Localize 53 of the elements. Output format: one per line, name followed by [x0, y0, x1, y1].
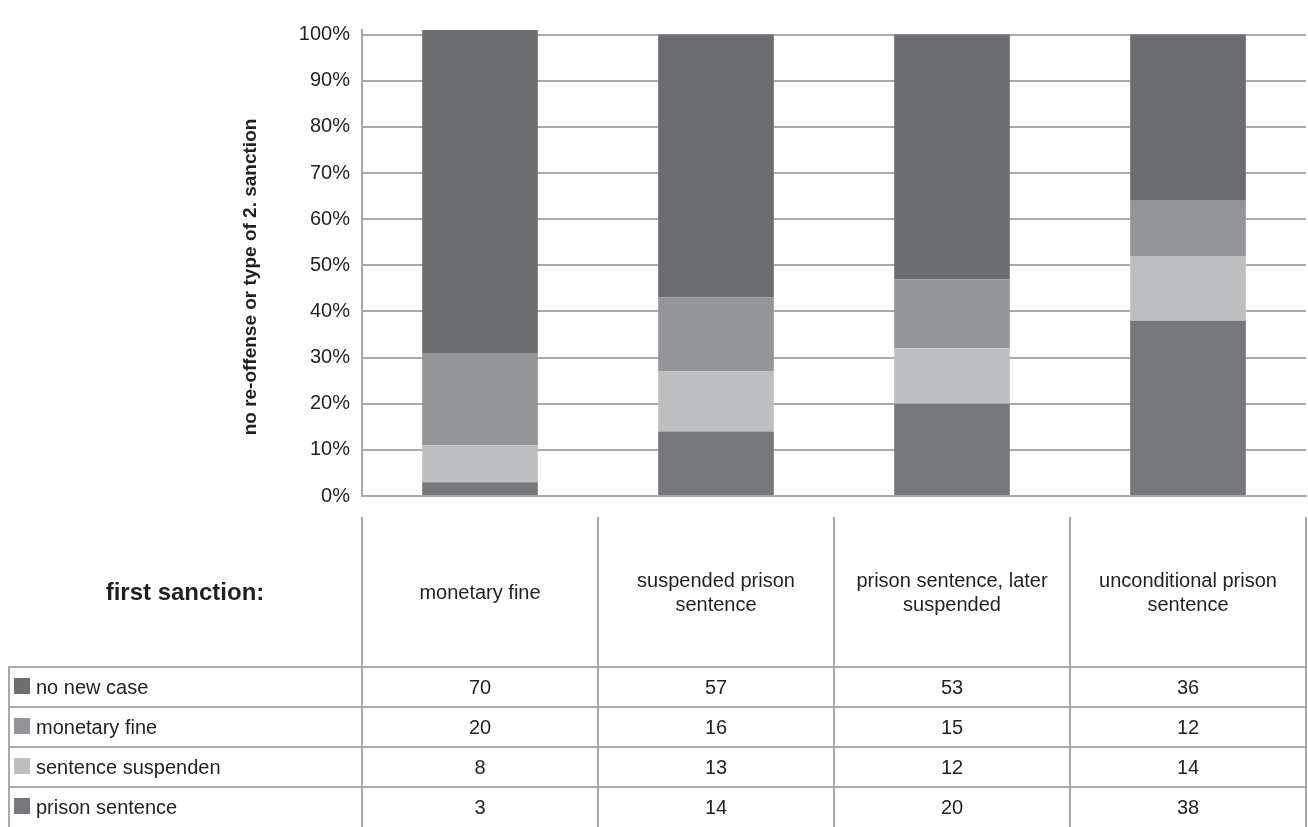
- bar: [422, 352, 538, 446]
- data-label: 14: [703, 795, 729, 820]
- y-tick-label: 100%: [298, 22, 351, 45]
- bar: [894, 403, 1010, 495]
- data-label: 8: [473, 755, 487, 780]
- data-label: 12: [1175, 715, 1201, 740]
- y-tick-label: 50%: [309, 252, 351, 275]
- y-tick-label: 20%: [309, 391, 351, 414]
- bar: [422, 482, 538, 495]
- data-label: 70: [467, 675, 493, 700]
- legend-label: monetary fine: [35, 715, 158, 739]
- bar: [1130, 256, 1246, 321]
- bar: [658, 34, 774, 298]
- bar: [894, 34, 1010, 280]
- y-axis-title: no re-offense or type of 2. sanction: [239, 118, 261, 436]
- bar: [658, 371, 774, 432]
- data-label: 14: [1175, 755, 1201, 780]
- data-label: 13: [703, 755, 729, 780]
- bar: [422, 445, 538, 483]
- bar: [1130, 34, 1246, 201]
- legend-label: prison sentence: [35, 795, 178, 819]
- data-label: 12: [939, 755, 965, 780]
- x-tick-label: monetary fine: [418, 580, 542, 605]
- data-label: 38: [1175, 795, 1201, 820]
- y-tick-label: 90%: [309, 68, 351, 91]
- bar: [422, 30, 538, 353]
- data-label: 3: [473, 795, 487, 820]
- y-tick-label: 30%: [309, 345, 351, 368]
- data-label: 20: [467, 715, 493, 740]
- y-tick-label: 70%: [309, 160, 351, 183]
- bar: [658, 431, 774, 495]
- bar: [658, 297, 774, 372]
- x-axis-title: first sanction:: [104, 576, 266, 607]
- data-label: 36: [1175, 675, 1201, 700]
- y-tick-label: 10%: [309, 437, 351, 460]
- bar: [894, 279, 1010, 349]
- bar: [894, 348, 1010, 404]
- data-label: 57: [703, 675, 729, 700]
- legend-label: sentence suspenden: [35, 755, 221, 779]
- y-tick-label: 0%: [321, 483, 351, 506]
- x-tick-label: prison sentence, later suspended: [855, 568, 1049, 617]
- x-tick-label: suspended prison sentence: [636, 568, 796, 617]
- data-label: 16: [703, 715, 729, 740]
- y-tick-label: 80%: [309, 114, 351, 137]
- y-tick-label: 40%: [309, 298, 351, 321]
- data-label: 20: [939, 795, 965, 820]
- data-label: 15: [939, 715, 965, 740]
- x-tick-label: unconditional prison sentence: [1098, 568, 1278, 617]
- bar: [1130, 320, 1246, 495]
- data-label: 53: [939, 675, 965, 700]
- y-tick-label: 60%: [309, 206, 351, 229]
- bar: [1130, 200, 1246, 257]
- legend-label: no new case: [35, 675, 149, 699]
